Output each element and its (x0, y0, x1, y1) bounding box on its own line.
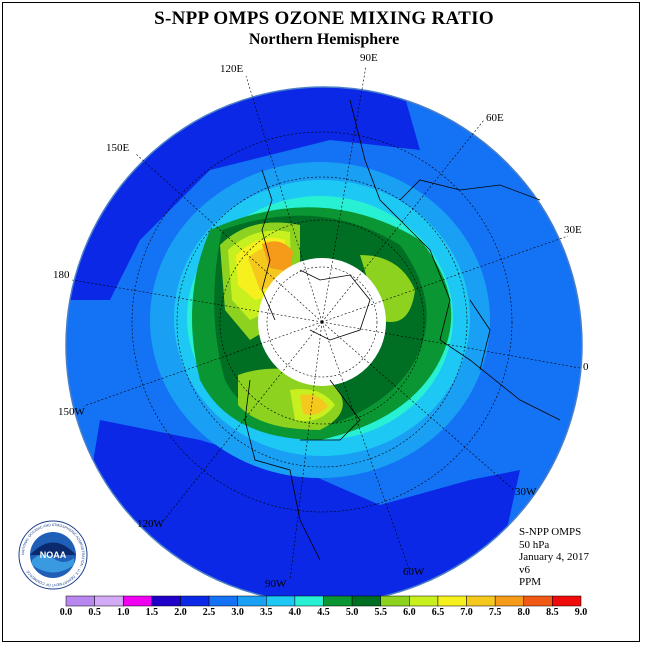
figure-frame (2, 2, 640, 642)
colorbar-tick-label: 6.0 (403, 607, 416, 618)
colorbar-tick-label: 5.5 (374, 607, 387, 618)
colorbar-tick-label: 7.5 (488, 607, 502, 618)
info-pressure-level: 50 hPa (519, 538, 550, 551)
info-unit: PPM (519, 576, 542, 588)
map-title: S-NPP OMPS OZONE MIXING RATIO (154, 8, 494, 29)
info-date: January 4, 2017 (519, 551, 589, 563)
colorbar-tick-label: 4.0 (288, 607, 302, 618)
info-instrument: S-NPP OMPS (519, 526, 582, 538)
lon-label-30e: 30E (564, 224, 582, 236)
lon-label-90e: 90E (360, 52, 378, 64)
colorbar-tick-label: 0.0 (59, 607, 73, 618)
lon-label-30w: 30W (515, 486, 537, 498)
colorbar-tick-label: 8.5 (546, 607, 559, 618)
lon-label-150e: 150E (106, 142, 130, 154)
colorbar-tick-label: 3.5 (260, 607, 273, 618)
colorbar-tick-label: 3.0 (231, 607, 244, 618)
colorbar-tick-label: 1.5 (145, 607, 159, 618)
colorbar-tick-label: 2.0 (174, 607, 187, 618)
lon-label-0: 0 (583, 361, 589, 373)
lon-label-120w: 120W (137, 518, 164, 530)
lon-label-60w: 60W (403, 566, 425, 578)
lon-label-60e: 60E (486, 112, 504, 124)
lon-label-180: 180 (53, 269, 70, 281)
meridians (71, 65, 581, 581)
colorbar-tick-label: 4.5 (317, 607, 330, 618)
product-info: S-NPP OMPS 50 hPa January 4, 2017 v6 PPM (519, 526, 589, 589)
lon-label-120e: 120E (220, 63, 244, 75)
colorbar-tick-label: 8.0 (517, 607, 531, 618)
lon-label-90w: 90W (265, 578, 287, 590)
latitude-circles (131, 131, 513, 513)
colorbar-tick-label: 6.5 (431, 607, 445, 618)
colorbar-tick-label: 9.0 (574, 607, 588, 618)
coastlines (244, 99, 561, 561)
noaa-logo-text: NOAA (40, 550, 67, 560)
colorbar-tick-label: 0.5 (88, 607, 101, 618)
lon-label-150w: 150W (58, 406, 85, 418)
info-version: v6 (519, 563, 530, 576)
colorbar-tick-label: 1.0 (116, 607, 130, 618)
colorbar-tick-label: 2.5 (202, 607, 216, 618)
noaa-logo: NOAA NATIONAL OCEANIC AND ATMOSPHERIC AD… (18, 520, 88, 590)
colorbar-tick-label: 5.0 (345, 607, 359, 618)
map-subtitle: Northern Hemisphere (248, 31, 400, 48)
colorbar-tick-label: 7.0 (460, 607, 473, 618)
